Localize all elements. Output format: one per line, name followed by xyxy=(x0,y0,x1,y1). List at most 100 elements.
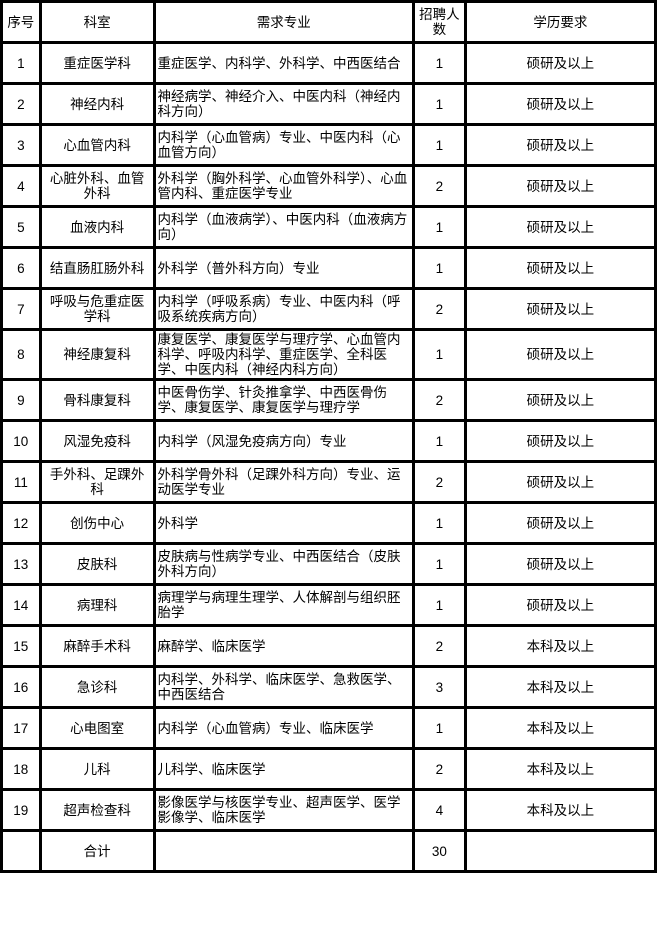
cell-edu: 本科及以上 xyxy=(463,665,657,709)
cell-count: 1 xyxy=(411,82,467,126)
col-header-edu: 学历要求 xyxy=(463,0,657,44)
cell-edu: 硕研及以上 xyxy=(463,460,657,504)
cell-count: 2 xyxy=(411,624,467,668)
cell-no: 5 xyxy=(0,205,42,249)
cell-edu: 硕研及以上 xyxy=(463,328,657,381)
cell-count: 1 xyxy=(411,41,467,85)
cell-no: 8 xyxy=(0,328,42,381)
table-row: 8 神经康复科 康复医学、康复医学与理疗学、心血管内科学、呼吸内科学、重症医学、全科… xyxy=(0,328,657,381)
cell-majors: 皮肤病与性病学专业、中西医结合（皮肤外科方向） xyxy=(152,542,415,586)
table-row: 16 急诊科 内科学、外科学、临床医学、急救医学、中西医结合 3 本科及以上 xyxy=(0,665,657,709)
cell-no: 4 xyxy=(0,164,42,208)
cell-count: 2 xyxy=(411,747,467,791)
col-header-count: 招聘人数 xyxy=(411,0,467,44)
cell-edu: 硕研及以上 xyxy=(463,542,657,586)
table-row: 18 儿科 儿科学、临床医学 2 本科及以上 xyxy=(0,747,657,791)
cell-edu: 硕研及以上 xyxy=(463,123,657,167)
cell-dept: 神经康复科 xyxy=(38,328,156,381)
cell-no: 6 xyxy=(0,246,42,290)
total-cell-majors xyxy=(152,829,415,873)
cell-no: 14 xyxy=(0,583,42,627)
cell-majors: 外科学（胸外科学、心血管外科学）、心血管内科、重症医学专业 xyxy=(152,164,415,208)
cell-dept: 心电图室 xyxy=(38,706,156,750)
cell-edu: 硕研及以上 xyxy=(463,501,657,545)
cell-no: 7 xyxy=(0,287,42,331)
cell-majors: 内科学（心血管病）专业、中医内科（心血管方向） xyxy=(152,123,415,167)
total-count: 30 xyxy=(411,829,467,873)
table-row: 10 风湿免疫科 内科学（风湿免疫病方向）专业 1 硕研及以上 xyxy=(0,419,657,463)
cell-count: 1 xyxy=(411,583,467,627)
cell-no: 13 xyxy=(0,542,42,586)
cell-no: 10 xyxy=(0,419,42,463)
cell-majors: 外科学（普外科方向）专业 xyxy=(152,246,415,290)
cell-majors: 内科学（血液病学）、中医内科（血液病方向） xyxy=(152,205,415,249)
cell-dept: 心血管内科 xyxy=(38,123,156,167)
cell-no: 17 xyxy=(0,706,42,750)
cell-count: 1 xyxy=(411,123,467,167)
cell-edu: 硕研及以上 xyxy=(463,246,657,290)
cell-no: 9 xyxy=(0,378,42,422)
cell-count: 1 xyxy=(411,246,467,290)
table-row: 19 超声检查科 影像医学与核医学专业、超声医学、医学影像学、临床医学 4 本科及以上 xyxy=(0,788,657,832)
cell-edu: 本科及以上 xyxy=(463,788,657,832)
cell-edu: 硕研及以上 xyxy=(463,583,657,627)
table-row: 13 皮肤科 皮肤病与性病学专业、中西医结合（皮肤外科方向） 1 硕研及以上 xyxy=(0,542,657,586)
total-row: 合计 30 xyxy=(0,829,657,873)
cell-majors: 内科学（呼吸系病）专业、中医内科（呼吸系统疾病方向） xyxy=(152,287,415,331)
table-row: 7 呼吸与危重症医学科 内科学（呼吸系病）专业、中医内科（呼吸系统疾病方向） 2 硕研及… xyxy=(0,287,657,331)
table-footer: 合计 30 xyxy=(0,829,657,873)
cell-no: 1 xyxy=(0,41,42,85)
table-row: 5 血液内科 内科学（血液病学）、中医内科（血液病方向） 1 硕研及以上 xyxy=(0,205,657,249)
cell-dept: 呼吸与危重症医学科 xyxy=(38,287,156,331)
cell-edu: 硕研及以上 xyxy=(463,164,657,208)
cell-count: 2 xyxy=(411,460,467,504)
cell-count: 1 xyxy=(411,328,467,381)
cell-no: 3 xyxy=(0,123,42,167)
cell-dept: 血液内科 xyxy=(38,205,156,249)
cell-majors: 重症医学、内科学、外科学、中西医结合 xyxy=(152,41,415,85)
cell-majors: 内科学、外科学、临床医学、急救医学、中西医结合 xyxy=(152,665,415,709)
recruitment-table: 序号 科室 需求专业 招聘人数 学历要求 1 重症医学科 重症医学、内科学、外科学、… xyxy=(0,0,657,873)
cell-majors: 影像医学与核医学专业、超声医学、医学影像学、临床医学 xyxy=(152,788,415,832)
table-row: 1 重症医学科 重症医学、内科学、外科学、中西医结合 1 硕研及以上 xyxy=(0,41,657,85)
cell-count: 4 xyxy=(411,788,467,832)
cell-majors: 内科学（风湿免疫病方向）专业 xyxy=(152,419,415,463)
cell-dept: 创伤中心 xyxy=(38,501,156,545)
header-row: 序号 科室 需求专业 招聘人数 学历要求 xyxy=(0,0,657,44)
cell-count: 1 xyxy=(411,419,467,463)
cell-edu: 本科及以上 xyxy=(463,624,657,668)
cell-dept: 急诊科 xyxy=(38,665,156,709)
table-row: 11 手外科、足踝外科 外科学骨外科（足踝外科方向）专业、运动医学专业 2 硕研及以上 xyxy=(0,460,657,504)
cell-dept: 结直肠肛肠外科 xyxy=(38,246,156,290)
cell-edu: 硕研及以上 xyxy=(463,287,657,331)
cell-no: 11 xyxy=(0,460,42,504)
table-row: 17 心电图室 内科学（心血管病）专业、临床医学 1 本科及以上 xyxy=(0,706,657,750)
col-header-majors: 需求专业 xyxy=(152,0,415,44)
cell-majors: 外科学骨外科（足踝外科方向）专业、运动医学专业 xyxy=(152,460,415,504)
table-body: 1 重症医学科 重症医学、内科学、外科学、中西医结合 1 硕研及以上 2 神经内科 神经病学、… xyxy=(0,41,657,832)
cell-dept: 心脏外科、血管外科 xyxy=(38,164,156,208)
total-label: 合计 xyxy=(38,829,156,873)
total-cell-edu xyxy=(463,829,657,873)
cell-no: 12 xyxy=(0,501,42,545)
cell-count: 1 xyxy=(411,542,467,586)
cell-no: 19 xyxy=(0,788,42,832)
table-row: 3 心血管内科 内科学（心血管病）专业、中医内科（心血管方向） 1 硕研及以上 xyxy=(0,123,657,167)
cell-dept: 重症医学科 xyxy=(38,41,156,85)
cell-edu: 硕研及以上 xyxy=(463,419,657,463)
cell-majors: 康复医学、康复医学与理疗学、心血管内科学、呼吸内科学、重症医学、全科医学、中医内… xyxy=(152,328,415,381)
col-header-dept: 科室 xyxy=(38,0,156,44)
cell-edu: 本科及以上 xyxy=(463,747,657,791)
cell-majors: 麻醉学、临床医学 xyxy=(152,624,415,668)
cell-no: 2 xyxy=(0,82,42,126)
cell-dept: 皮肤科 xyxy=(38,542,156,586)
cell-edu: 硕研及以上 xyxy=(463,378,657,422)
table-row: 15 麻醉手术科 麻醉学、临床医学 2 本科及以上 xyxy=(0,624,657,668)
cell-count: 1 xyxy=(411,706,467,750)
col-header-no: 序号 xyxy=(0,0,42,44)
cell-majors: 病理学与病理生理学、人体解剖与组织胚胎学 xyxy=(152,583,415,627)
table-row: 14 病理科 病理学与病理生理学、人体解剖与组织胚胎学 1 硕研及以上 xyxy=(0,583,657,627)
table-row: 6 结直肠肛肠外科 外科学（普外科方向）专业 1 硕研及以上 xyxy=(0,246,657,290)
cell-count: 2 xyxy=(411,287,467,331)
cell-dept: 神经内科 xyxy=(38,82,156,126)
